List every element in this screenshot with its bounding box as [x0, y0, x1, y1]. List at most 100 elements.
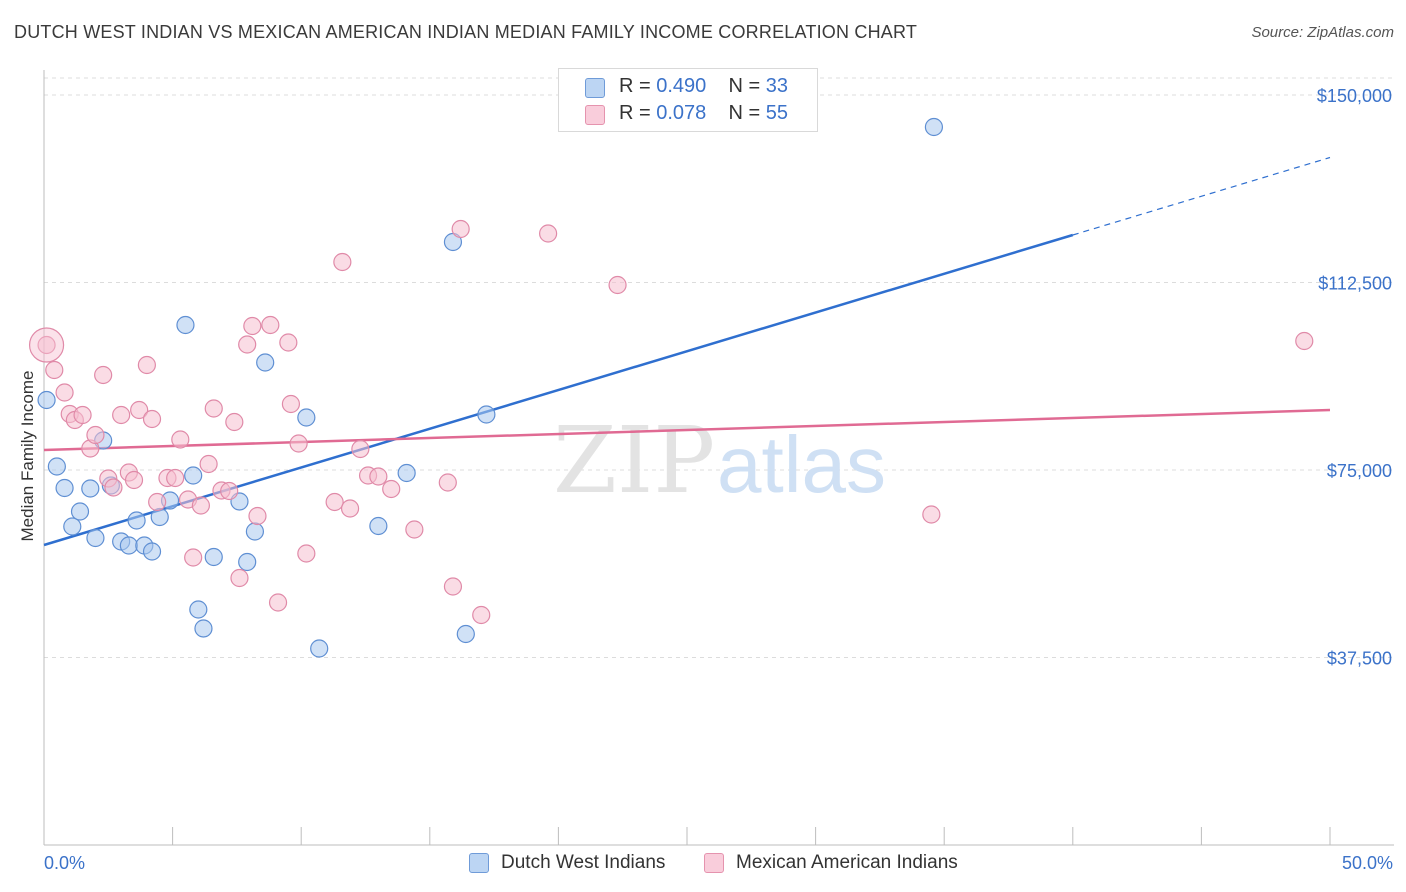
point-mexican-american-indian [112, 405, 131, 425]
point-mexican-american-indian [166, 468, 185, 488]
stats-legend: R = 0.490 N = 33 R = 0.078 N = 55 [558, 68, 818, 132]
point-dutch-west-indian [238, 552, 257, 572]
chart-title: DUTCH WEST INDIAN VS MEXICAN AMERICAN IN… [14, 22, 918, 42]
n-label: N = [728, 75, 761, 97]
point-dutch-west-indian [127, 511, 146, 530]
r-label: R = [619, 75, 651, 97]
point-mexican-american-indian [325, 492, 344, 512]
point-dutch-west-indian [55, 478, 74, 498]
point-mexican-american-indian [184, 548, 203, 567]
point-mexican-american-indian [472, 605, 491, 625]
y-tick-label: $75,000 [1327, 461, 1392, 481]
legend-swatch-blue [469, 853, 489, 873]
point-mexican-american-indian [37, 335, 56, 355]
point-mexican-american-indian [333, 252, 352, 272]
legend-label: Dutch West Indians [501, 852, 666, 873]
legend-swatch-pink [704, 853, 724, 873]
point-mexican-american-indian [124, 470, 144, 490]
point-dutch-west-indian [81, 479, 100, 498]
point-mexican-american-indian [148, 492, 167, 512]
point-mexican-american-indian [130, 400, 149, 420]
point-mexican-american-indian [199, 454, 218, 474]
source-credit: Source: ZipAtlas.com [1251, 24, 1394, 41]
point-dutch-west-indian [194, 619, 213, 638]
point-mexican-american-indian [608, 275, 627, 295]
y-axis-label: Median Family Income [18, 370, 37, 541]
legend-label: Mexican American Indians [736, 852, 958, 873]
point-dutch-west-indian [456, 624, 475, 644]
watermark-atlas: atlas [717, 420, 886, 509]
point-dutch-west-indian [256, 353, 275, 372]
point-mexican-american-indian [268, 593, 288, 612]
point-mexican-american-indian [248, 506, 267, 526]
watermark: ZIP atlas [553, 407, 886, 514]
trend-line-dutch-extension [1072, 156, 1331, 236]
point-mexican-american-indian [243, 316, 262, 336]
point-mexican-american-indian [55, 383, 74, 402]
y-tick-label: $112,500 [1318, 274, 1392, 294]
r-label: R = [619, 102, 651, 124]
watermark-zip: ZIP [553, 407, 715, 514]
point-dutch-west-indian [70, 502, 90, 521]
point-dutch-west-indian [310, 639, 329, 658]
point-mexican-american-indian [289, 434, 308, 453]
n-value: 33 [765, 75, 789, 97]
point-mexican-american-indian [261, 315, 280, 335]
point-mexican-american-indian [281, 394, 301, 414]
point-mexican-american-indian [539, 224, 558, 243]
point-mexican-american-indian [297, 544, 316, 563]
n-label: N = [728, 102, 761, 124]
point-mexican-american-indian [104, 478, 123, 497]
r-value: 0.078 [656, 102, 707, 124]
point-dutch-west-indian [150, 507, 169, 527]
data-points [28, 117, 1314, 658]
point-dutch-west-indian [477, 405, 496, 424]
point-dutch-west-indian [176, 315, 195, 335]
point-mexican-american-indian [443, 577, 463, 596]
legend-swatch-blue [585, 78, 605, 98]
point-mexican-american-indian [142, 409, 162, 429]
point-mexican-american-indian [86, 425, 105, 445]
point-mexican-american-indian [351, 439, 370, 459]
x-tick-label-min: 0.0% [44, 853, 85, 873]
point-mexican-american-indian [220, 481, 239, 501]
point-mexican-american-indian [230, 568, 249, 588]
point-dutch-west-indian [297, 408, 316, 427]
point-dutch-west-indian [397, 463, 416, 483]
point-mexican-american-indian [225, 412, 244, 432]
point-dutch-west-indian [142, 542, 162, 561]
n-value: 55 [765, 102, 789, 124]
legend-swatch-pink [585, 105, 605, 125]
trend-line-mexican [43, 408, 1331, 452]
point-mexican-american-indian [171, 430, 190, 449]
point-mexican-american-indian [279, 333, 298, 352]
point-dutch-west-indian [369, 516, 388, 536]
point-dutch-west-indian [189, 600, 208, 619]
point-mexican-american-indian [340, 499, 360, 518]
point-mexican-american-indian [405, 520, 424, 539]
x-tick-label-max: 50.0% [1342, 853, 1393, 873]
point-dutch-west-indian [924, 117, 944, 137]
y-tick-label: $150,000 [1317, 86, 1392, 106]
point-mexican-american-indian [438, 473, 457, 492]
point-mexican-american-indian [1295, 331, 1314, 351]
point-dutch-west-indian [119, 536, 138, 555]
point-mexican-american-indian [204, 399, 223, 418]
point-mexican-american-indian [369, 467, 388, 486]
point-mexican-american-indian [73, 405, 92, 425]
point-mexican-american-indian [45, 360, 64, 380]
point-mexican-american-indian [451, 219, 470, 239]
axes: $37,500 $75,000 $112,500 $150,000 0.0% 50.0% [43, 70, 1394, 873]
point-dutch-west-indian [184, 466, 203, 485]
point-dutch-west-indian [63, 517, 82, 536]
point-mexican-american-indian [238, 335, 257, 354]
point-mexican-american-indian [94, 365, 113, 385]
point-dutch-west-indian [204, 547, 223, 567]
point-dutch-west-indian [245, 522, 265, 541]
point-dutch-west-indian [37, 390, 56, 410]
r-value: 0.490 [656, 75, 707, 97]
point-mexican-american-indian-large [28, 327, 65, 363]
point-mexican-american-indian [922, 505, 941, 524]
point-dutch-west-indian [86, 528, 105, 548]
